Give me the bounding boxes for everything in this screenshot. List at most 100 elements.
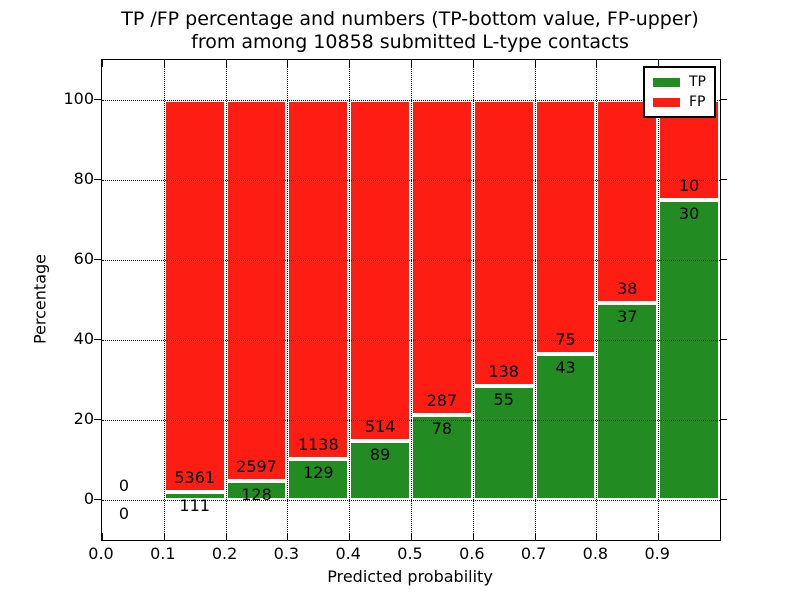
x-tick [225, 60, 227, 67]
x-tick-label: 0.3 [273, 544, 300, 563]
y-tick [720, 419, 727, 420]
tp-count-label: 78 [431, 418, 453, 438]
bar-segment-tp [658, 200, 720, 500]
tp-count-label: 37 [617, 306, 638, 326]
x-tick-label: 0.0 [88, 544, 114, 563]
tp-count-label: 55 [493, 390, 514, 409]
tp-count-label: 111 [179, 495, 210, 515]
x-gridline [411, 60, 412, 540]
fp-count-label: 287 [426, 390, 458, 410]
chart-title-line1: TP /FP percentage and numbers (TP-bottom… [121, 8, 699, 30]
fp-count-label: 138 [488, 362, 519, 381]
x-tick [658, 60, 660, 67]
x-tick-label: 0.5 [397, 544, 423, 563]
y-tick [94, 99, 101, 100]
x-tick-label: 0.6 [459, 544, 485, 563]
fp-count-label: 10 [678, 176, 700, 195]
tp-count-label: 89 [369, 444, 391, 464]
tp-count-label: 30 [678, 204, 700, 223]
bar-segment-fp [225, 100, 288, 482]
bar-segment-fp [534, 100, 597, 355]
y-tick [720, 99, 727, 100]
y-tick-label: 20 [73, 409, 94, 428]
y-tick [720, 259, 727, 260]
chart-title-line2: from among 10858 submitted L-type contac… [191, 31, 629, 53]
x-gridline [349, 60, 351, 540]
legend-label-tp: TP [689, 74, 706, 90]
bar-segment-fp [596, 100, 659, 303]
legend-swatch-fp [653, 97, 680, 107]
y-tick [94, 339, 101, 340]
x-tick [658, 533, 660, 540]
x-tick [349, 60, 351, 67]
x-tick [349, 533, 351, 540]
fp-count-label: 1138 [297, 435, 339, 455]
x-tick-label: 0.8 [582, 544, 609, 563]
x-tick [534, 533, 536, 540]
bar-segment-fp [287, 100, 350, 460]
x-tick [163, 60, 165, 67]
y-tick [94, 179, 101, 180]
x-gridline [287, 60, 289, 540]
plot-area: TP FP 0 0 5361 111 2597 128 1138 129 514 89 287 78 1… [101, 59, 721, 541]
fp-count-label: 5361 [174, 467, 216, 487]
x-gridline [163, 60, 165, 540]
tp-count-label: 43 [555, 358, 576, 378]
bar-segment-tp [349, 440, 411, 500]
x-gridline [596, 60, 598, 540]
y-tick-label: 60 [73, 249, 94, 268]
fp-count-label: 2597 [236, 457, 277, 477]
x-tick-label: 0.4 [335, 544, 361, 563]
y-tick [94, 499, 101, 500]
bar-segment-fp [163, 100, 226, 492]
x-tick [102, 60, 103, 67]
y-tick-label: 80 [73, 169, 94, 188]
y-tick [720, 339, 727, 340]
fp-count-label: 514 [364, 416, 396, 436]
x-tick [225, 533, 227, 540]
x-tick [411, 60, 412, 67]
bar-segment-tp [596, 302, 659, 500]
fp-count-label: 0 [118, 476, 130, 495]
x-tick [287, 60, 289, 67]
x-tick [596, 533, 598, 540]
y-tick [720, 179, 727, 180]
x-tick [287, 533, 289, 540]
tp-count-label: 128 [241, 485, 272, 505]
chart-title: TP /FP percentage and numbers (TP-bottom… [101, 8, 719, 54]
x-tick-label: 0.9 [644, 544, 670, 563]
x-tick [163, 533, 165, 540]
y-tick-label: 40 [73, 329, 94, 348]
x-tick [102, 533, 103, 540]
x-tick [472, 60, 474, 67]
fp-count-label: 38 [617, 278, 638, 298]
bar-segment-fp [472, 100, 535, 386]
x-gridline [658, 60, 660, 540]
y-axis-label: Percentage [30, 253, 50, 345]
x-gridline [225, 60, 227, 540]
legend: TP FP [643, 66, 716, 118]
x-gridline [534, 60, 536, 540]
legend-swatch-tp [653, 77, 680, 87]
x-tick [534, 60, 536, 67]
x-tick [472, 533, 474, 540]
x-tick [411, 533, 412, 540]
x-tick-label: 0.2 [211, 544, 238, 563]
bar-segment-fp [349, 100, 411, 441]
legend-label-fp: FP [689, 94, 706, 110]
y-tick [720, 499, 727, 500]
x-tick-label: 0.7 [520, 544, 547, 563]
x-tick-label: 0.1 [150, 544, 176, 563]
legend-item-fp: FP [653, 92, 706, 112]
y-tick-label: 0 [83, 489, 94, 508]
x-tick [596, 60, 598, 67]
x-gridline [472, 60, 474, 540]
tp-count-label: 0 [118, 504, 130, 523]
tp-count-label: 129 [303, 463, 334, 483]
bar-segment-fp [411, 100, 473, 415]
fp-count-label: 75 [555, 330, 576, 350]
y-tick [94, 419, 101, 420]
y-tick [94, 259, 101, 260]
x-axis-label: Predicted probability [327, 567, 493, 586]
